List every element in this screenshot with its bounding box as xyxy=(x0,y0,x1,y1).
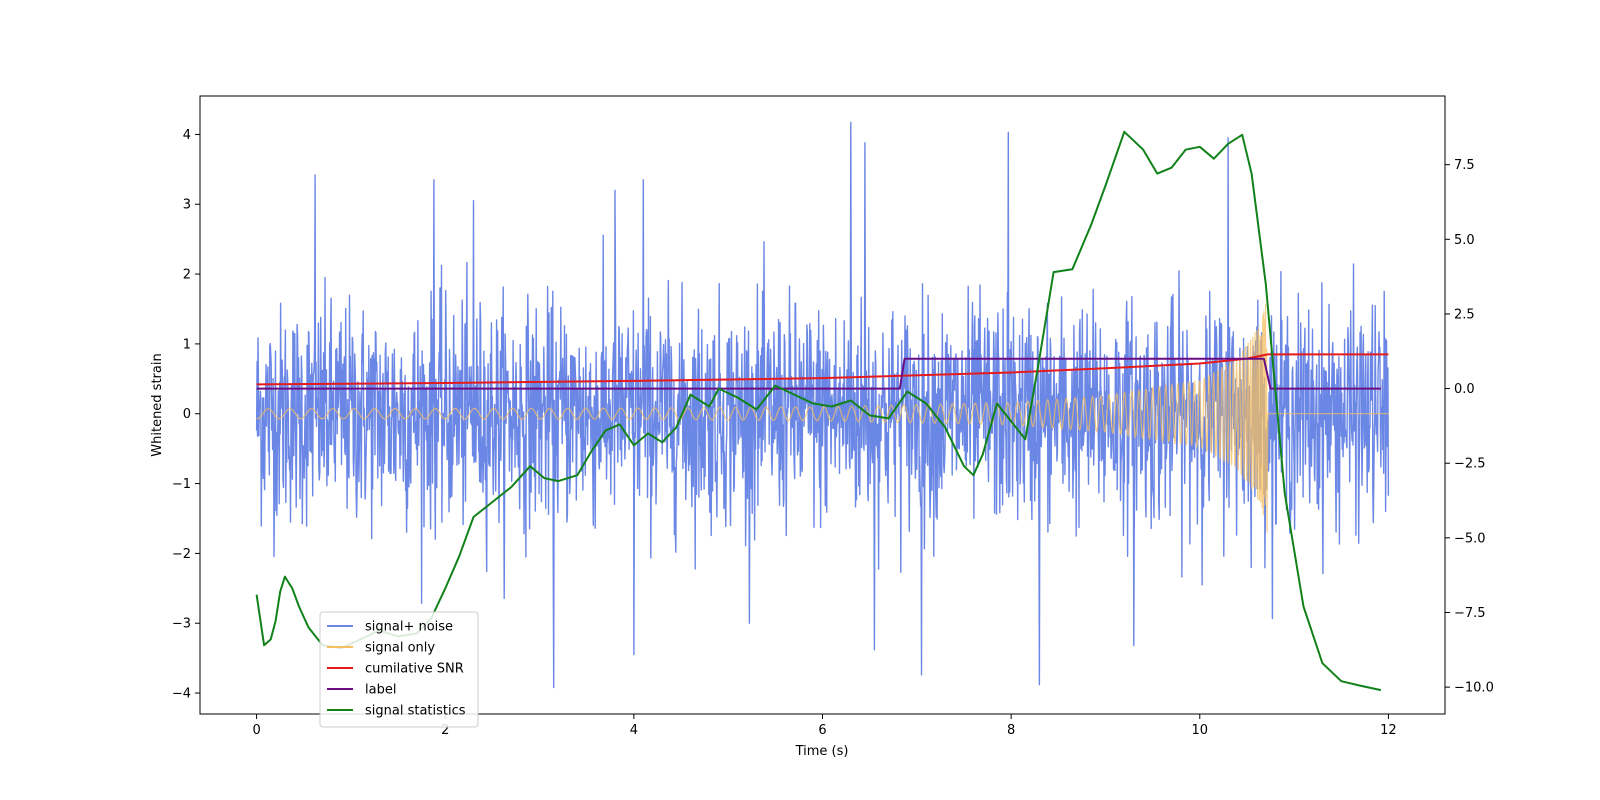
y-tick-label: −3 xyxy=(172,617,191,632)
series-cumilative-snr xyxy=(256,353,1389,386)
legend-item-cumilative-snr: cumilative SNR xyxy=(327,662,464,677)
y-tick-label: −4 xyxy=(172,687,191,702)
x-tick-label: 0 xyxy=(252,723,260,738)
y-axis-label: Whitened strain xyxy=(150,353,165,456)
x-tick-label: 4 xyxy=(630,723,638,738)
legend-label: signal+ noise xyxy=(365,620,453,635)
y2-tick-label: −5.0 xyxy=(1454,531,1486,546)
legend-item-label: label xyxy=(327,683,396,698)
legend-item-signal-statistics: signal statistics xyxy=(327,704,466,719)
y-tick-label: 4 xyxy=(183,128,191,143)
y-tick-label: −2 xyxy=(172,547,191,562)
series-signal-only xyxy=(256,303,1389,533)
y2-tick-label: 7.5 xyxy=(1454,158,1475,173)
series-label xyxy=(256,357,1381,390)
legend-box xyxy=(319,611,479,728)
legend-item-signal-only: signal only xyxy=(327,641,435,656)
y2-tick-label: 2.5 xyxy=(1454,307,1475,322)
legend: signal+ noise signal only cumilative SNR la… xyxy=(319,611,479,728)
y2-tick-label: 0.0 xyxy=(1454,382,1475,397)
y2-tick-label: 5.0 xyxy=(1454,233,1475,248)
y2-tick-label: −7.5 xyxy=(1454,606,1486,621)
legend-item-signal-noise: signal+ noise xyxy=(327,620,453,635)
x-tick-label: 2 xyxy=(441,723,449,738)
x-tick-label: 10 xyxy=(1191,723,1208,738)
series-layer xyxy=(255,121,1390,692)
y-tick-label: 1 xyxy=(183,337,191,352)
y-axis-right: −10.0 −7.5 −5.0 −2.5 0.0 2.5 5.0 7.5 xyxy=(1445,158,1494,696)
y2-tick-label: −2.5 xyxy=(1454,457,1486,472)
y-tick-label: −1 xyxy=(172,477,191,492)
x-tick-label: 6 xyxy=(818,723,826,738)
y2-tick-label: −10.0 xyxy=(1454,681,1494,696)
x-axis-label: Time (s) xyxy=(795,744,849,759)
legend-label: signal statistics xyxy=(365,704,466,719)
legend-label: label xyxy=(365,683,396,698)
y-tick-label: 2 xyxy=(183,268,191,283)
x-tick-label: 8 xyxy=(1007,723,1015,738)
y-tick-label: 0 xyxy=(183,407,191,422)
y-axis-left: −4 −3 −2 −1 0 1 2 3 4 xyxy=(172,128,200,702)
x-tick-label: 12 xyxy=(1380,723,1397,738)
y-tick-label: 3 xyxy=(183,198,191,213)
legend-label: cumilative SNR xyxy=(365,662,464,677)
legend-label: signal only xyxy=(365,641,435,656)
series-signal-noise xyxy=(255,121,1390,689)
